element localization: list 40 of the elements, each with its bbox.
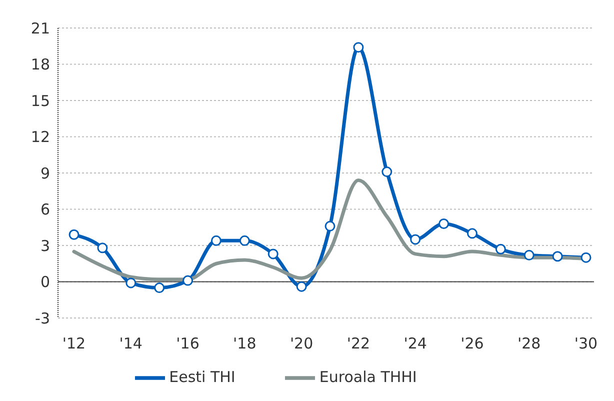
x-tick-label: '24 xyxy=(404,334,427,353)
point xyxy=(68,229,80,240)
legend-label: Euroala THHI xyxy=(319,368,417,386)
point xyxy=(382,166,392,178)
x-tick-label: '14 xyxy=(119,334,142,353)
point xyxy=(210,235,222,246)
x-tick-label: '28 xyxy=(518,334,541,353)
y-tick-label: -3 xyxy=(35,309,50,328)
point xyxy=(97,242,108,254)
point xyxy=(268,248,278,260)
y-tick-label: 15 xyxy=(30,92,50,110)
point xyxy=(239,235,250,246)
y-tick-label: 3 xyxy=(40,236,50,255)
point xyxy=(353,42,364,53)
y-tick-label: 12 xyxy=(30,128,50,146)
y-tick-label: 0 xyxy=(40,273,50,292)
point xyxy=(552,251,563,262)
y-tick-label: 6 xyxy=(40,200,50,219)
y-tick-label: 9 xyxy=(40,164,50,182)
point xyxy=(154,282,165,294)
x-tick-label: '18 xyxy=(233,334,256,353)
point xyxy=(410,234,421,245)
y-tick-label: 18 xyxy=(30,56,50,74)
point xyxy=(438,218,450,229)
x-tick-label: '12 xyxy=(62,334,86,353)
point xyxy=(296,281,307,292)
x-tick-label: '22 xyxy=(346,334,370,353)
y-tick-label: 21 xyxy=(30,19,50,38)
x-tick-label: '20 xyxy=(290,334,314,353)
point xyxy=(182,275,194,286)
x-tick-label: '30 xyxy=(574,334,598,353)
point xyxy=(466,228,478,239)
point xyxy=(324,220,336,232)
x-tick-label: '26 xyxy=(460,334,484,353)
point xyxy=(495,244,506,254)
point xyxy=(126,278,136,288)
point xyxy=(524,250,534,260)
legend-label: Eesti THI xyxy=(169,368,236,386)
point xyxy=(580,252,592,263)
x-tick-label: '16 xyxy=(176,334,200,353)
